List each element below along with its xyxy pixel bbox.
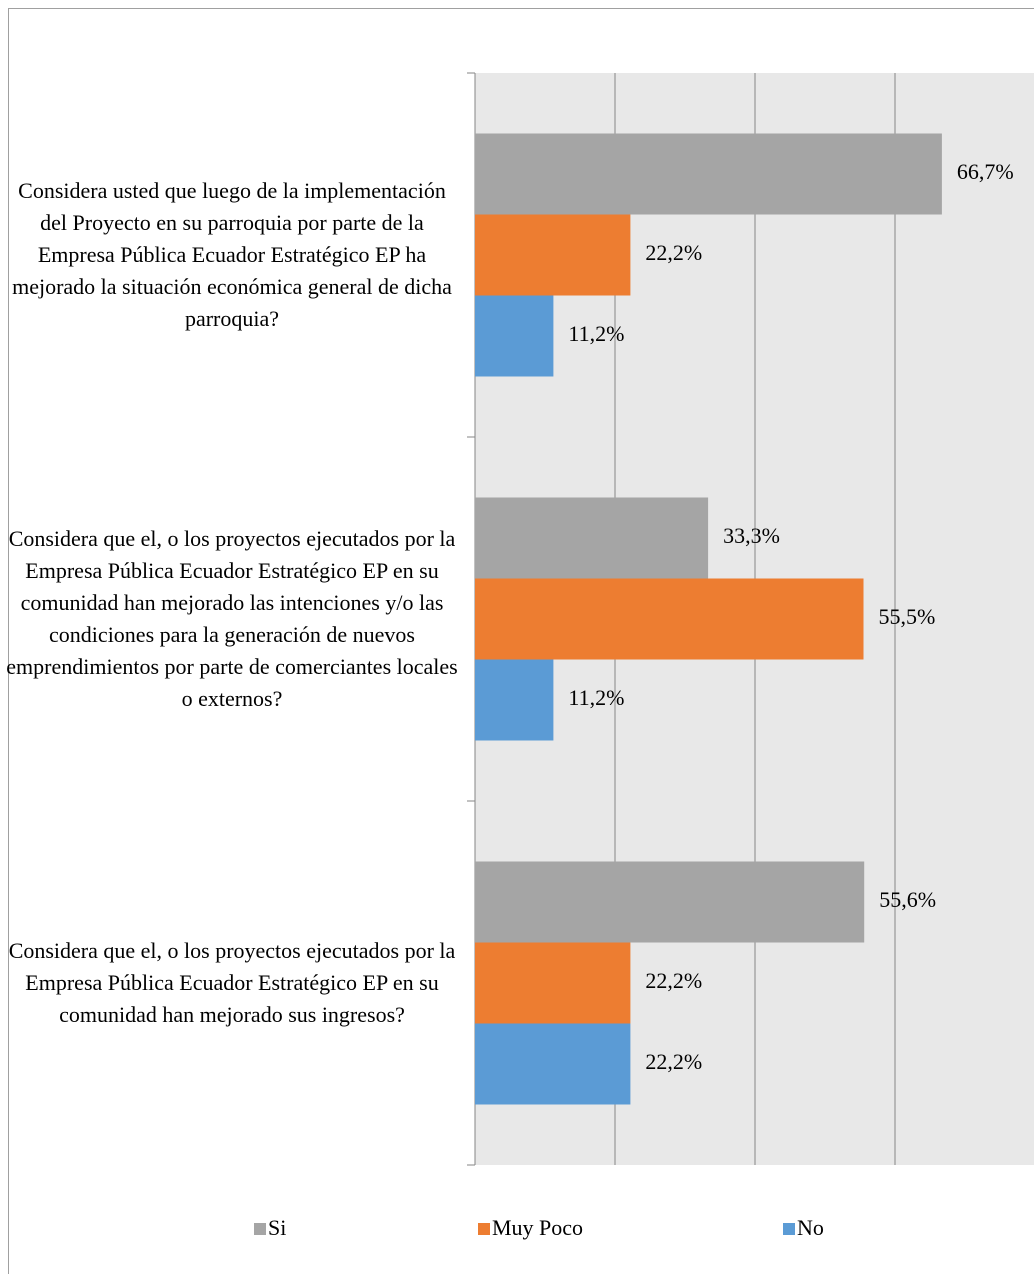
bar [475, 214, 631, 296]
bar [475, 133, 942, 215]
chart-border [8, 8, 1034, 1274]
category-label: Considera que el, o los proyectos ejecut… [6, 526, 458, 711]
legend-swatch [783, 1223, 795, 1235]
value-label: 11,2% [568, 321, 624, 346]
legend-label: No [797, 1215, 824, 1240]
legend-label: Si [268, 1215, 286, 1240]
bar [475, 861, 865, 943]
bar [475, 659, 554, 741]
legend-swatch [478, 1223, 490, 1235]
value-label: 33,3% [723, 523, 780, 548]
value-label: 55,6% [879, 887, 936, 912]
value-label: 22,2% [645, 240, 702, 265]
bar [475, 942, 631, 1024]
bar [475, 1023, 631, 1105]
value-label: 55,5% [879, 604, 936, 629]
bar [475, 497, 709, 579]
value-label: 66,7% [957, 159, 1014, 184]
value-label: 22,2% [645, 1049, 702, 1074]
bar [475, 578, 864, 660]
value-label: 11,2% [568, 685, 624, 710]
bar [475, 295, 554, 377]
category-label: Considera usted que luego de la implemen… [12, 178, 452, 331]
legend-label: Muy Poco [492, 1215, 583, 1240]
category-label: Considera que el, o los proyectos ejecut… [8, 938, 456, 1027]
value-label: 22,2% [645, 968, 702, 993]
legend-swatch [254, 1223, 266, 1235]
